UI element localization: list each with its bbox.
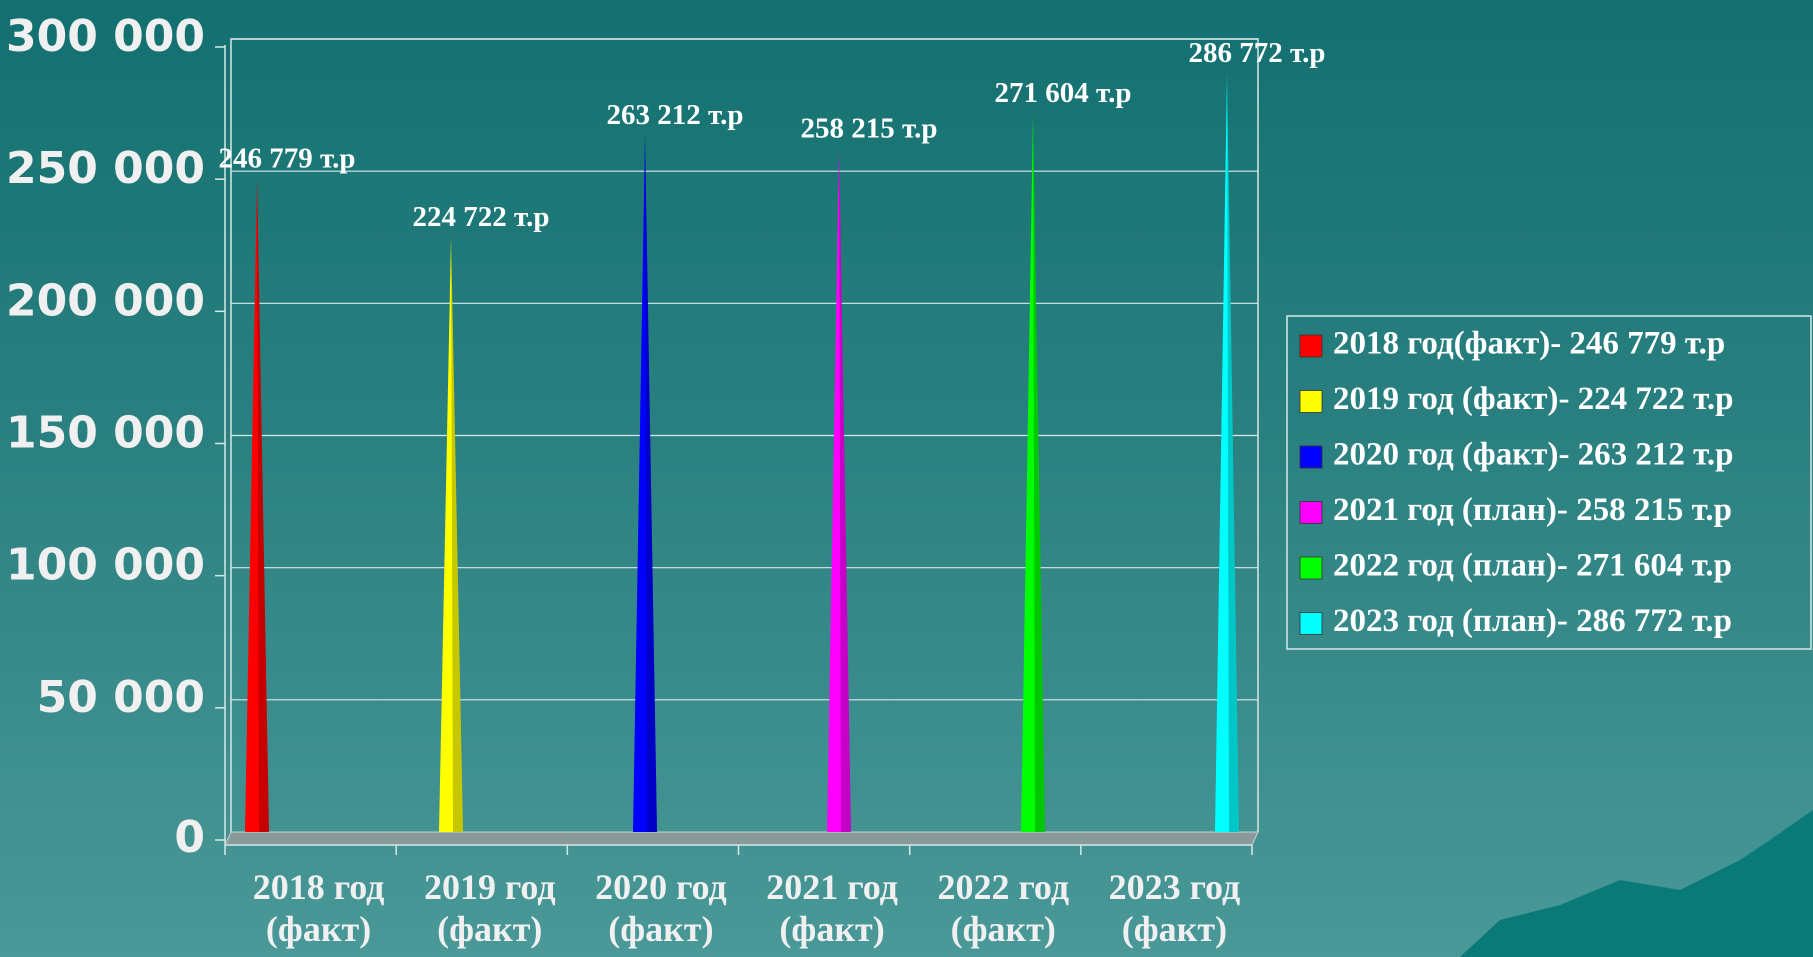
value-label: 263 212 т.р bbox=[607, 99, 744, 131]
legend-entry: 2022 год (план)- 271 604 т.р bbox=[1333, 548, 1732, 584]
cone bbox=[1021, 114, 1045, 832]
x-tick-label: 2018 год (факт) bbox=[252, 867, 385, 949]
cone bbox=[439, 237, 463, 832]
cone bbox=[827, 149, 851, 833]
cone-shade bbox=[645, 136, 657, 833]
value-label: 271 604 т.р bbox=[995, 77, 1132, 109]
legend-box bbox=[1286, 315, 1812, 650]
legend-entry: 2021 год (план)- 258 215 т.р bbox=[1333, 492, 1732, 528]
cone-shade bbox=[1227, 73, 1239, 833]
mountain-decoration bbox=[1460, 810, 1813, 957]
y-tick-label: 300 000 bbox=[6, 11, 205, 62]
cone-shade bbox=[451, 237, 463, 832]
cone-shade bbox=[839, 149, 851, 833]
legend-swatch bbox=[1299, 334, 1323, 358]
y-tick-label: 250 000 bbox=[6, 143, 205, 194]
value-label: 258 215 т.р bbox=[801, 112, 938, 144]
y-tick-label: 150 000 bbox=[6, 408, 205, 459]
x-tick-label: 2021 год (факт) bbox=[766, 867, 898, 949]
legend-entry: 2018 год(факт)- 246 779 т.р bbox=[1333, 326, 1725, 362]
cone-shade bbox=[1033, 114, 1045, 832]
legend-entry: 2019 год (факт)- 224 722 т.р bbox=[1333, 381, 1734, 417]
legend-entry: 2023 год (план)- 286 772 т.р bbox=[1333, 603, 1732, 639]
x-tick-label: 2023 год (факт) bbox=[1108, 867, 1241, 949]
cone bbox=[633, 136, 657, 833]
value-label: 286 772 т.р bbox=[1189, 37, 1326, 69]
cone bbox=[245, 179, 269, 832]
x-tick-label: 2020 год (факт) bbox=[595, 867, 727, 949]
floor bbox=[224, 831, 1259, 846]
x-tick-label: 2022 год (факт) bbox=[937, 867, 1070, 949]
cone bbox=[1215, 73, 1239, 833]
legend-swatch bbox=[1299, 501, 1323, 524]
legend-swatch bbox=[1299, 390, 1323, 413]
legend-swatch bbox=[1299, 612, 1323, 635]
y-tick-label: 200 000 bbox=[6, 275, 205, 326]
y-tick-label: 100 000 bbox=[6, 540, 205, 591]
y-tick-label: 0 bbox=[174, 812, 205, 863]
value-label: 224 722 т.р bbox=[413, 201, 550, 233]
y-tick-label: 50 000 bbox=[37, 672, 205, 723]
legend-swatch bbox=[1299, 556, 1323, 580]
x-tick-label: 2019 год (факт) bbox=[423, 867, 556, 949]
legend-entry: 2020 год (факт)- 263 212 т.р bbox=[1333, 437, 1734, 473]
legend-swatch bbox=[1299, 445, 1323, 469]
cone-shade bbox=[257, 179, 269, 832]
value-label: 246 779 т.р bbox=[219, 143, 356, 175]
